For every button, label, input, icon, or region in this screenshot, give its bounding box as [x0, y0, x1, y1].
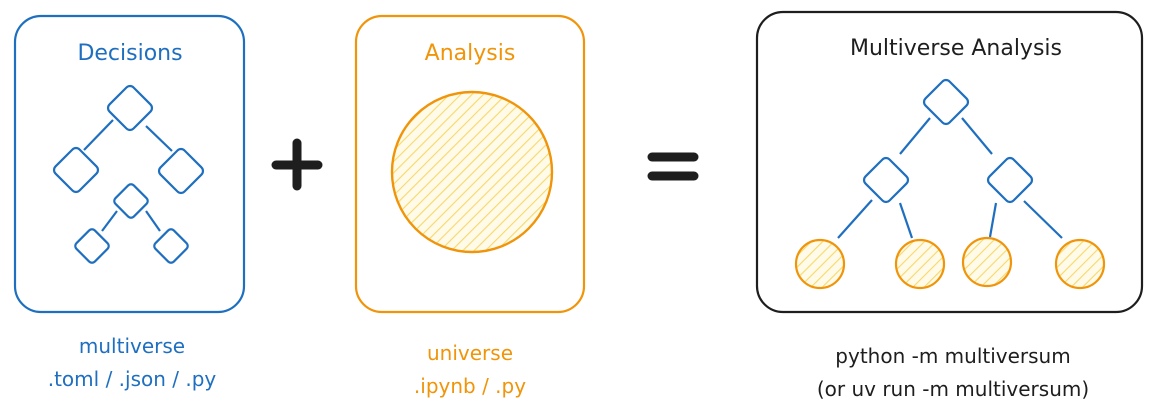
tree-edge — [145, 210, 161, 232]
analysis-panel: Analysis universe .ipynb / .py — [354, 14, 586, 398]
decisions-caption-line2: .toml / .json / .py — [48, 367, 217, 391]
decision-node-root — [106, 84, 154, 132]
multiverse-node-right — [986, 156, 1034, 204]
decisions-panel: Decisions multiverse .toml / .json / .py — [13, 14, 246, 391]
analysis-title: Analysis — [425, 41, 516, 66]
universe-circle — [1054, 238, 1106, 290]
plus-icon — [271, 138, 323, 191]
universe-circle — [894, 238, 946, 290]
decision-node-leaf-right — [153, 228, 189, 264]
tree-edge — [1023, 200, 1063, 239]
tree-edge — [83, 119, 114, 151]
analysis-caption-line1: universe — [427, 341, 513, 365]
decisions-caption-line1: multiverse — [79, 334, 185, 358]
decision-tree — [52, 84, 205, 264]
analysis-box — [354, 14, 586, 314]
multiverse-tree — [794, 78, 1106, 290]
tree-edge — [101, 210, 118, 232]
multiverse-caption-line2: (or uv run -m multiversum) — [817, 377, 1089, 401]
universe-circle — [794, 238, 846, 290]
decision-node-mid — [113, 183, 149, 219]
decisions-title: Decisions — [77, 41, 182, 66]
tree-edge — [899, 117, 931, 155]
tree-edge — [898, 202, 914, 239]
multiverse-box — [755, 10, 1144, 314]
decision-node-left — [52, 146, 100, 194]
multiverse-node-root — [922, 78, 970, 126]
analysis-circle — [390, 90, 554, 254]
multiverse-node-left — [862, 156, 910, 204]
tree-edge — [961, 117, 993, 155]
analysis-caption-line2: .ipynb / .py — [414, 374, 526, 398]
multiverse-title: Multiverse Analysis — [850, 36, 1062, 61]
tree-edge — [837, 199, 873, 239]
tree-edge — [145, 125, 173, 152]
tree-edge — [988, 202, 998, 238]
universe-circle — [961, 236, 1013, 288]
decision-node-right — [157, 147, 205, 195]
multiverse-panel: Multiverse Analysis python -m multivers — [755, 10, 1144, 401]
decisions-box — [13, 14, 246, 314]
multiverse-caption-line1: python -m multiversum — [835, 344, 1070, 368]
decision-node-leaf-left — [74, 228, 110, 264]
equals-icon — [647, 152, 699, 181]
